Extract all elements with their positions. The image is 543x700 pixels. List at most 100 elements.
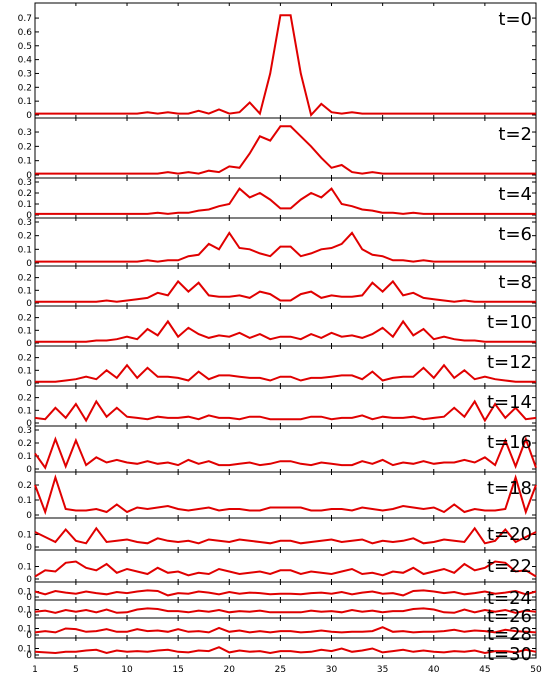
x-tick-label: 50 (530, 665, 542, 675)
y-tick-label: 0 (26, 171, 32, 181)
series-line-t=0 (35, 14, 536, 118)
panel-t=10: 0 0.1 0.2 t=10 (18, 305, 537, 349)
series-line-t=8 (35, 279, 536, 303)
y-tick-label: 0.2 (18, 481, 32, 491)
series-line-t=6 (35, 231, 536, 263)
panel-frame (34, 581, 537, 601)
y-tick-label: 0.1 (18, 406, 32, 416)
panel-label: t=26 (487, 606, 532, 627)
y-tick-label: 0 (26, 593, 32, 603)
y-tick-label: 0.1 (18, 588, 32, 598)
x-tick-label: 35 (377, 665, 388, 675)
panel-t=14: 0 0.1 0.2 t=14 (18, 385, 537, 429)
x-tick-label: 5 (73, 665, 79, 675)
x-tick-label: 40 (428, 665, 440, 675)
y-tick-label: 0.3 (18, 426, 32, 436)
x-tick-label: 25 (275, 665, 286, 675)
x-tick-label: 20 (224, 665, 236, 675)
y-tick-label: 0 (26, 511, 32, 521)
series-line-t=26 (34, 607, 537, 614)
panel-frame (34, 217, 537, 267)
panel-label: t=6 (498, 224, 532, 245)
panel-label: t=14 (487, 392, 532, 413)
y-tick-label: 0.2 (18, 394, 32, 404)
y-tick-label: 0 (26, 211, 32, 221)
y-tick-label: 0.7 (18, 14, 32, 24)
y-tick-label: 0.1 (18, 157, 32, 167)
panel-t=26: 00.1 t=26 (18, 599, 537, 627)
y-tick-label: 0 (26, 259, 32, 269)
panel-label: t=0 (498, 9, 532, 30)
panel-label: t=10 (487, 312, 532, 333)
series-line-t=28 (34, 626, 537, 634)
y-tick-label: 0.2 (18, 439, 32, 449)
y-tick-label: 0.1 (18, 452, 32, 462)
y-tick-label: 0.2 (18, 142, 32, 152)
panel-t=22: 0 0.1 t=22 (18, 549, 537, 585)
panel-label: t=18 (487, 478, 532, 499)
y-tick-label: 0.1 (18, 563, 32, 573)
y-tick-label: 0 (26, 543, 32, 553)
y-tick-label: 0.2 (18, 354, 32, 364)
y-tick-label: 0.1 (18, 245, 32, 255)
series-line-t=20 (34, 526, 537, 545)
panel-t=30: 00.1 t=30 (18, 637, 537, 665)
panel-frame (34, 617, 537, 639)
y-tick-label: 0.2 (18, 274, 32, 284)
y-tick-label: 0.2 (18, 189, 32, 199)
panel-frame (34, 177, 537, 219)
y-tick-label: 0.1 (18, 531, 32, 541)
y-tick-label: 0.2 (18, 83, 32, 93)
panel-t=18: 0 0.1 0.2 t=18 (18, 471, 537, 521)
series-line-t=22 (34, 560, 537, 578)
y-tick-label: 0 (26, 631, 32, 641)
y-tick-label: 0 (26, 651, 32, 661)
y-tick-label: 0 (26, 111, 32, 121)
y-tick-label: 0 (26, 379, 32, 389)
panel-label: t=4 (498, 184, 532, 205)
x-tick-label: 30 (326, 665, 338, 675)
x-tick-label: 1 (32, 665, 38, 675)
y-tick-label: 0.3 (18, 178, 32, 188)
panel-label: t=2 (498, 124, 532, 145)
series-line-t=2 (35, 125, 536, 175)
y-tick-label: 0.5 (18, 42, 32, 52)
panel-label: t=8 (498, 272, 532, 293)
y-tick-label: 0.3 (18, 69, 32, 79)
panel-frame (34, 517, 537, 551)
x-tick-label: 10 (121, 665, 133, 675)
panel-t=2: 0 0.1 0.2 0.3 t=2 (18, 117, 537, 181)
panel-t=16: 0 0.1 0.2 0.3 t=16 (18, 425, 537, 475)
panel-label: t=20 (487, 524, 532, 545)
y-tick-label: 0.2 (18, 232, 32, 242)
y-tick-label: 0.6 (18, 28, 33, 38)
series-line-t=10 (35, 319, 536, 343)
series-line-t=14 (34, 399, 537, 423)
series-line-t=24 (34, 589, 537, 597)
y-tick-label: 0.4 (18, 56, 33, 66)
panel-t=0: 0 0.1 0.2 0.3 0.4 0.5 0.6 0.7 t=0 (18, 2, 537, 121)
y-tick-label: 0.1 (18, 286, 32, 296)
y-tick-label: 0 (26, 611, 32, 621)
series-line-t=16 (34, 436, 537, 470)
x-tick-label: 15 (172, 665, 183, 675)
panel-t=8: 0 0.1 0.2 t=8 (18, 265, 537, 309)
y-tick-label: 0.3 (18, 128, 32, 138)
x-tick-label: 45 (479, 665, 490, 675)
series-line-t=12 (35, 363, 536, 383)
series-line-t=4 (35, 187, 536, 215)
panel-t=6: 0 0.1 0.2 0.3 t=6 (18, 217, 537, 269)
panel-label: t=24 (487, 588, 532, 609)
panel-frame (34, 471, 537, 519)
y-tick-label: 0.1 (18, 200, 32, 210)
panel-label: t=28 (487, 624, 532, 645)
panel-frame (34, 2, 537, 119)
panel-label: t=30 (487, 644, 532, 665)
panel-t=24: 00.1 t=24 (18, 581, 537, 609)
series-line-t=30 (34, 646, 537, 655)
y-tick-label: 0 (26, 575, 32, 585)
y-tick-label: 0 (26, 339, 32, 349)
panel-label: t=12 (487, 352, 532, 373)
